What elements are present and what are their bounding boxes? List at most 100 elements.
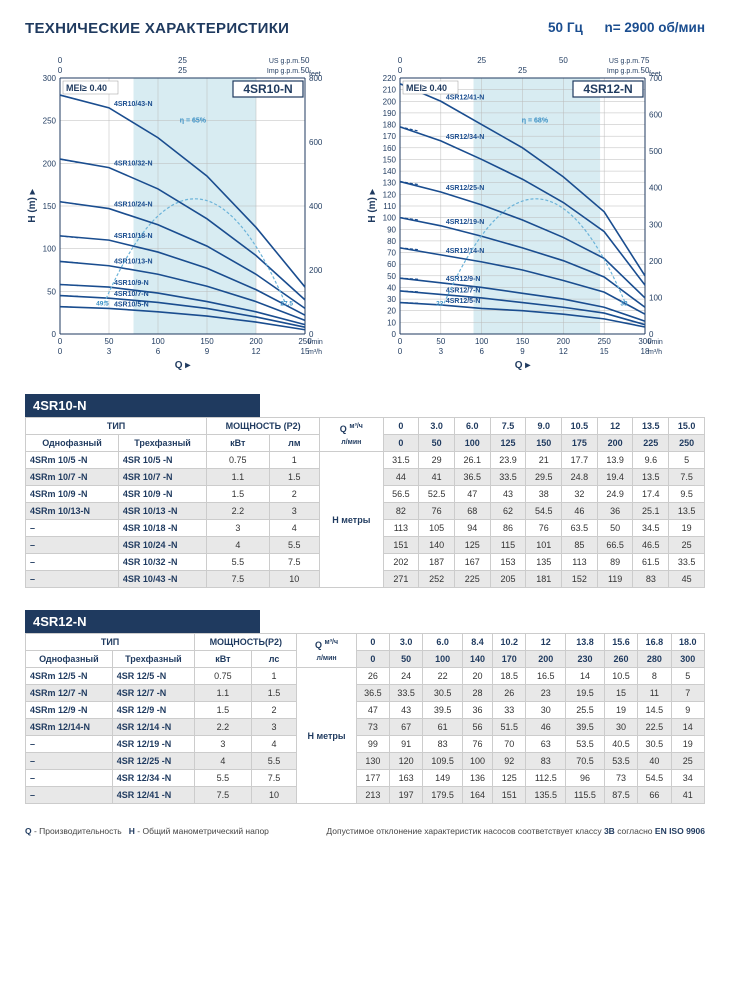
page-header: ТЕХНИЧЕСКИЕ ХАРАКТЕРИСТИКИ 50 Гц n= 2900… (25, 20, 705, 37)
svg-text:200: 200 (649, 257, 663, 266)
svg-text:100: 100 (475, 337, 489, 346)
svg-text:32: 32 (436, 300, 444, 307)
svg-text:70: 70 (387, 249, 396, 258)
svg-text:80: 80 (387, 237, 396, 246)
svg-text:400: 400 (649, 184, 663, 193)
svg-text:Imp g.p.m.: Imp g.p.m. (267, 68, 300, 75)
table-title-4sr10: 4SR10-N (25, 394, 260, 417)
svg-text:12: 12 (559, 347, 568, 356)
svg-text:l/min: l/min (648, 339, 663, 346)
svg-text:4SR10/32-N: 4SR10/32-N (114, 161, 153, 168)
svg-text:49.5: 49.5 (96, 300, 109, 307)
svg-text:0: 0 (58, 347, 63, 356)
svg-text:190: 190 (383, 109, 397, 118)
svg-text:30: 30 (387, 295, 396, 304)
svg-text:0: 0 (649, 330, 654, 339)
footer-right: Допустимое отклонение характеристик насо… (326, 826, 705, 836)
svg-text:MEI≥ 0.40: MEI≥ 0.40 (406, 83, 447, 93)
svg-text:200: 200 (249, 337, 263, 346)
svg-text:US g.p.m.: US g.p.m. (609, 58, 640, 65)
table-4sr12: ТИПМОЩНОСТЬ(P2)Q м³/чл/мин03.06.08.410.2… (25, 633, 705, 804)
svg-text:4SR12/19-N: 4SR12/19-N (446, 219, 485, 226)
svg-text:0: 0 (58, 56, 63, 65)
svg-text:6: 6 (479, 347, 484, 356)
svg-text:25: 25 (178, 66, 187, 75)
svg-text:H (m) ▸: H (m) ▸ (367, 188, 378, 222)
svg-text:150: 150 (383, 155, 397, 164)
svg-text:feet: feet (309, 71, 321, 78)
svg-text:4SR10/13-N: 4SR10/13-N (114, 259, 153, 266)
svg-text:50: 50 (387, 272, 396, 281)
svg-text:600: 600 (309, 138, 323, 147)
svg-text:40: 40 (387, 283, 396, 292)
svg-text:130: 130 (383, 179, 397, 188)
svg-text:m³/h: m³/h (648, 349, 662, 356)
svg-text:50: 50 (559, 56, 568, 65)
svg-text:m³/h: m³/h (308, 349, 322, 356)
svg-text:10: 10 (387, 318, 396, 327)
svg-text:200: 200 (557, 337, 571, 346)
rpm-label: n= 2900 об/мин (605, 20, 705, 35)
svg-text:180: 180 (383, 121, 397, 130)
svg-text:50: 50 (301, 56, 310, 65)
svg-text:500: 500 (649, 147, 663, 156)
svg-text:120: 120 (383, 190, 397, 199)
svg-text:4SR10/43-N: 4SR10/43-N (114, 101, 153, 108)
svg-text:200: 200 (383, 97, 397, 106)
svg-text:150: 150 (200, 337, 214, 346)
svg-text:4SR12/25-N: 4SR12/25-N (446, 185, 485, 192)
spec-box: 50 Гц n= 2900 об/мин (548, 20, 705, 37)
svg-text:0: 0 (398, 347, 403, 356)
svg-text:33: 33 (620, 300, 628, 307)
svg-text:4SR10-N: 4SR10-N (243, 82, 292, 96)
svg-text:170: 170 (383, 132, 397, 141)
svg-text:100: 100 (151, 337, 165, 346)
svg-text:9: 9 (520, 347, 525, 356)
svg-text:4SR10/9-N: 4SR10/9-N (114, 280, 149, 287)
svg-text:27.5: 27.5 (280, 300, 293, 307)
svg-text:200: 200 (43, 159, 57, 168)
svg-text:4SR10/18-N: 4SR10/18-N (114, 233, 153, 240)
svg-text:4SR10/5-N: 4SR10/5-N (114, 301, 149, 308)
svg-text:50: 50 (105, 337, 114, 346)
svg-text:6: 6 (156, 347, 161, 356)
svg-text:300: 300 (649, 220, 663, 229)
svg-text:US g.p.m.: US g.p.m. (269, 58, 300, 65)
svg-text:220: 220 (383, 74, 397, 83)
svg-text:4SR12/34-N: 4SR12/34-N (446, 134, 485, 141)
svg-text:50: 50 (436, 337, 445, 346)
svg-text:0: 0 (52, 330, 57, 339)
svg-text:feet: feet (649, 71, 661, 78)
svg-text:3: 3 (439, 347, 444, 356)
table-block-4sr12: 4SR12-N ТИПМОЩНОСТЬ(P2)Q м³/чл/мин03.06.… (25, 610, 705, 804)
svg-text:250: 250 (597, 337, 611, 346)
svg-text:400: 400 (309, 202, 323, 211)
svg-text:25: 25 (477, 56, 486, 65)
svg-text:4SR10/24-N: 4SR10/24-N (114, 202, 153, 209)
page-title: ТЕХНИЧЕСКИЕ ХАРАКТЕРИСТИКИ (25, 20, 289, 37)
svg-text:4SR12/41-N: 4SR12/41-N (446, 94, 485, 101)
svg-text:300: 300 (43, 74, 57, 83)
svg-text:200: 200 (309, 266, 323, 275)
svg-text:H (m) ▸: H (m) ▸ (27, 188, 38, 222)
footer-left: Q - Производительность H - Общий маномет… (25, 826, 269, 836)
svg-text:0: 0 (392, 330, 397, 339)
svg-text:3: 3 (107, 347, 112, 356)
charts-row: 4SR10/43-N 4SR10/32-N 4SR10/24-N 4SR10/18-N… (25, 52, 705, 372)
svg-text:l/min: l/min (308, 339, 323, 346)
svg-text:0: 0 (398, 337, 403, 346)
svg-text:Q ▸: Q ▸ (175, 360, 192, 371)
svg-text:η = 68%: η = 68% (522, 117, 549, 124)
svg-text:η = 65%: η = 65% (180, 117, 207, 124)
svg-text:0: 0 (58, 337, 63, 346)
svg-text:75: 75 (641, 56, 650, 65)
svg-text:20: 20 (387, 307, 396, 316)
svg-text:600: 600 (649, 111, 663, 120)
svg-text:4SR12/9-N: 4SR12/9-N (446, 276, 481, 283)
svg-text:160: 160 (383, 144, 397, 153)
svg-text:4SR12-N: 4SR12-N (583, 82, 632, 96)
svg-text:100: 100 (649, 293, 663, 302)
footer: Q - Производительность H - Общий маномет… (25, 826, 705, 836)
svg-text:4SR10/7-N: 4SR10/7-N (114, 291, 149, 298)
svg-text:100: 100 (43, 245, 57, 254)
